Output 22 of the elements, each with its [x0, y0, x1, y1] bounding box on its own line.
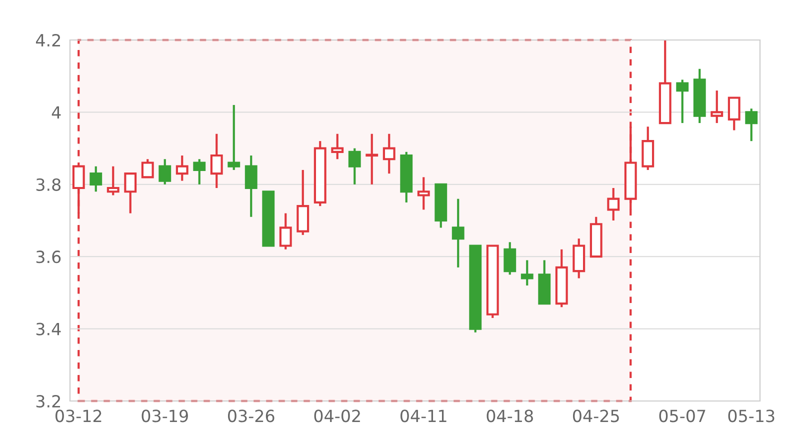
x-tick-label: 04-25 [573, 410, 619, 422]
y-tick-label: 4.2 [36, 34, 60, 46]
x-tick-label: 05-13 [728, 410, 774, 422]
candlestick [417, 176, 430, 211]
y-tick-label: 3.8 [36, 178, 61, 191]
x-tick-label: 04-02 [314, 410, 360, 422]
x-tick-label: 03-19 [142, 410, 188, 422]
x-tick-label: 03-12 [56, 410, 102, 422]
y-tick-label: 3.4 [36, 322, 61, 336]
x-tick-label: 03-26 [228, 410, 274, 422]
y-tick-label: 4 [52, 106, 61, 119]
y-tick-label: 3.6 [36, 250, 61, 264]
candlestick [607, 186, 620, 222]
candlestick [244, 154, 258, 218]
x-tick-label: 04-18 [486, 410, 533, 422]
candlestick [210, 132, 223, 190]
candlestick [382, 132, 396, 175]
candlestick [366, 132, 378, 186]
x-tick-label: 05-07 [659, 410, 706, 422]
y-tick-label: 3.2 [36, 394, 60, 408]
x-tick-label: 04-11 [400, 410, 446, 422]
candlestick [452, 198, 464, 268]
